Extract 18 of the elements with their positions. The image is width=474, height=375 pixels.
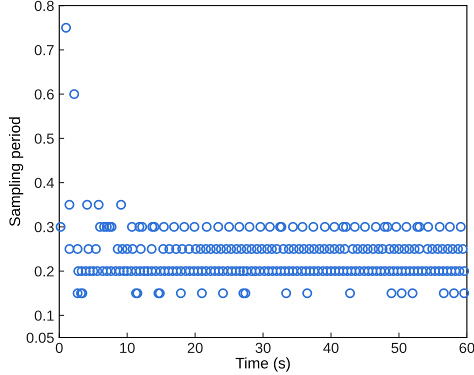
x-tick-label: 50 — [391, 342, 406, 354]
y-tick-label: 0.3 — [34, 222, 54, 232]
x-tick-label: 20 — [188, 342, 203, 354]
x-tick-label: 30 — [256, 342, 271, 354]
x-axis-title: Time (s) — [236, 357, 290, 372]
x-tick-label: 40 — [323, 342, 339, 354]
x-tick-label: 0 — [56, 342, 63, 354]
y-tick-label: 0.2 — [34, 266, 54, 277]
y-tick-label: 0.5 — [34, 133, 54, 144]
y-tick-label: 0.7 — [34, 44, 54, 56]
y-tick-label: 0.8 — [34, 0, 54, 12]
y-tick-label: 0.4 — [34, 178, 54, 188]
x-tick-label: 10 — [120, 342, 135, 354]
y-tick-label: 0.6 — [34, 89, 54, 100]
y-axis-title: Sampling period — [8, 117, 24, 226]
y-tick-label: 0.05 — [26, 332, 54, 343]
x-tick-label: 60 — [460, 342, 474, 354]
y-tick-label: 0.1 — [34, 310, 54, 321]
